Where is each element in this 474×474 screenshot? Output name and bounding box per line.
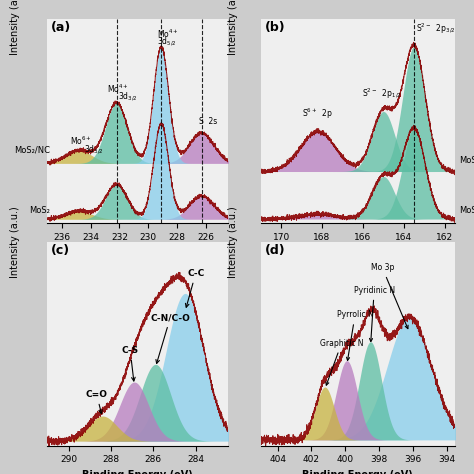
Text: Mo$^{6+}$: Mo$^{6+}$	[70, 135, 91, 147]
Text: Graphitic N: Graphitic N	[320, 338, 364, 385]
X-axis label: Binding Energy (eV): Binding Energy (eV)	[302, 247, 413, 257]
Text: Mo$^{4+}$: Mo$^{4+}$	[107, 82, 129, 95]
X-axis label: Binding Energy (eV): Binding Energy (eV)	[302, 470, 413, 474]
Text: C-C: C-C	[185, 269, 204, 307]
Text: 3d$_{5/2}$: 3d$_{5/2}$	[157, 35, 177, 48]
Text: (d): (d)	[264, 244, 285, 257]
Text: S$^{2-}$  2p$_{3/2}$: S$^{2-}$ 2p$_{3/2}$	[416, 22, 456, 36]
Text: Intensity (a.u.): Intensity (a.u.)	[10, 206, 20, 278]
Text: Intensity (a.u.): Intensity (a.u.)	[228, 0, 238, 55]
Text: S$^{6+}$  2p: S$^{6+}$ 2p	[302, 107, 334, 121]
Text: MoS₂/NC: MoS₂/NC	[459, 155, 474, 164]
Text: MoS₂: MoS₂	[459, 206, 474, 215]
Text: (c): (c)	[51, 244, 70, 257]
Text: MoS₂/NC: MoS₂/NC	[14, 145, 50, 154]
Text: S  2s: S 2s	[199, 117, 217, 126]
Text: Mo 3p: Mo 3p	[371, 263, 408, 328]
Text: MoS₂: MoS₂	[29, 206, 50, 215]
Text: C-S: C-S	[121, 346, 139, 381]
Text: (b): (b)	[264, 21, 285, 34]
Text: Pyridinic N: Pyridinic N	[354, 286, 395, 342]
Text: Mo$^{4+}$: Mo$^{4+}$	[157, 27, 179, 40]
Text: Intensity (a.u.): Intensity (a.u.)	[10, 0, 20, 55]
Text: 3d$_{3/2}$: 3d$_{3/2}$	[84, 144, 103, 156]
Text: (a): (a)	[51, 21, 71, 34]
Text: 3d$_{3/2}$: 3d$_{3/2}$	[118, 90, 138, 103]
X-axis label: Binding Energy (eV): Binding Energy (eV)	[82, 470, 193, 474]
Text: Pyrrolic N: Pyrrolic N	[337, 310, 374, 360]
Text: C=O: C=O	[85, 390, 108, 414]
Text: Intensity (a.u.): Intensity (a.u.)	[228, 206, 238, 278]
Text: S$^{2-}$  2p$_{1/2}$: S$^{2-}$ 2p$_{1/2}$	[362, 87, 401, 101]
X-axis label: Binding Energy (eV): Binding Energy (eV)	[82, 247, 193, 257]
Text: C-N/C-O: C-N/C-O	[150, 313, 190, 364]
